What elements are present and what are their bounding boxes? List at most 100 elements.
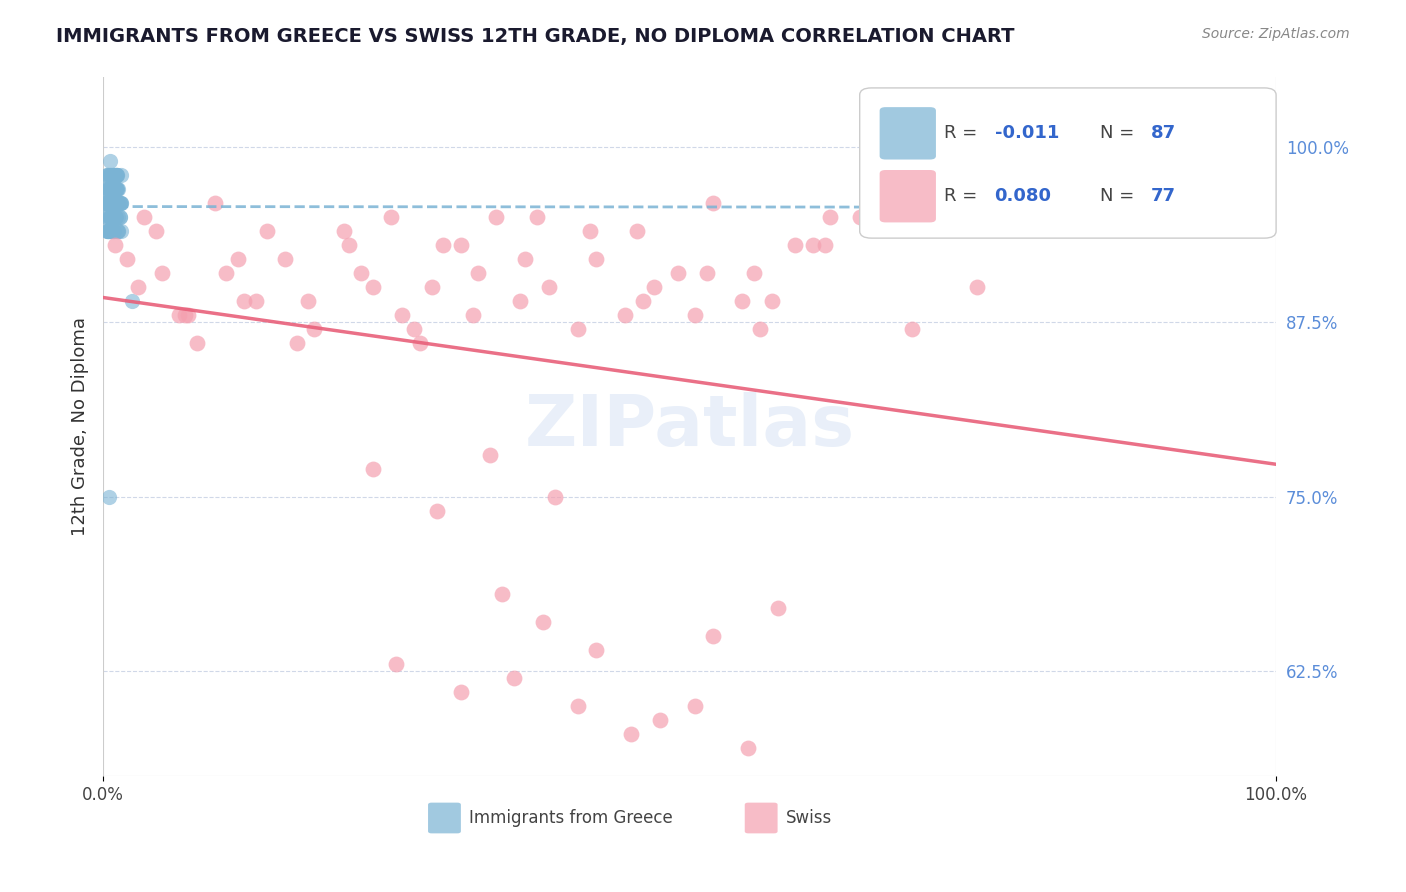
Point — [391, 308, 413, 322]
Point — [105, 168, 128, 182]
Point — [104, 182, 127, 196]
Point — [107, 224, 129, 238]
Point — [97, 224, 120, 238]
Point — [274, 252, 297, 266]
Point — [643, 280, 665, 294]
Point — [94, 210, 117, 224]
Point — [813, 238, 835, 252]
Point — [104, 210, 127, 224]
Point — [105, 210, 128, 224]
Point — [105, 168, 128, 182]
Point — [105, 168, 128, 182]
Point — [385, 657, 408, 672]
Point — [134, 210, 156, 224]
Point — [100, 210, 122, 224]
Point — [232, 293, 254, 308]
Point — [98, 182, 121, 196]
Point — [98, 224, 121, 238]
Point — [737, 741, 759, 756]
Point — [579, 224, 602, 238]
Point — [176, 308, 198, 322]
Point — [848, 210, 870, 224]
Point — [901, 322, 924, 336]
Point — [105, 196, 128, 211]
Point — [502, 671, 524, 685]
Text: ZIPatlas: ZIPatlas — [524, 392, 855, 461]
FancyBboxPatch shape — [427, 803, 461, 833]
Point — [100, 168, 122, 182]
Point — [467, 266, 489, 280]
Point — [107, 182, 129, 196]
Point — [801, 238, 824, 252]
Text: 0.080: 0.080 — [994, 187, 1052, 205]
Point — [350, 266, 373, 280]
Point — [509, 293, 531, 308]
Point — [97, 196, 120, 211]
Point — [101, 196, 124, 211]
FancyBboxPatch shape — [880, 107, 936, 160]
Point — [766, 601, 789, 615]
Point — [332, 224, 354, 238]
Point — [97, 182, 120, 196]
Point — [110, 196, 132, 211]
Point — [479, 448, 502, 462]
Point — [97, 168, 120, 182]
Point — [585, 643, 607, 657]
Point — [94, 182, 117, 196]
Point — [97, 196, 120, 211]
Text: N =: N = — [1099, 124, 1140, 143]
Point — [515, 252, 537, 266]
Point — [450, 238, 472, 252]
Point — [98, 196, 121, 211]
Point — [108, 210, 131, 224]
Point — [104, 182, 127, 196]
Point — [96, 168, 118, 182]
Point — [98, 224, 121, 238]
Point — [285, 335, 308, 350]
Point — [966, 280, 988, 294]
Point — [685, 699, 707, 714]
Point — [105, 182, 128, 196]
Point — [585, 252, 607, 266]
Point — [103, 224, 125, 238]
Point — [402, 322, 425, 336]
Point — [526, 210, 548, 224]
Point — [98, 196, 121, 211]
Point — [420, 280, 443, 294]
Point — [94, 182, 117, 196]
Point — [110, 168, 132, 182]
Point — [537, 280, 560, 294]
Point — [785, 238, 807, 252]
FancyBboxPatch shape — [745, 803, 778, 833]
Point — [820, 210, 842, 224]
Point — [361, 461, 384, 475]
Point — [145, 224, 167, 238]
Point — [491, 587, 513, 601]
Point — [631, 293, 654, 308]
Point — [110, 196, 132, 211]
Point — [620, 727, 643, 741]
Point — [432, 238, 454, 252]
Point — [100, 210, 122, 224]
Point — [96, 196, 118, 211]
Point — [121, 293, 143, 308]
Point — [101, 168, 124, 182]
Text: 87: 87 — [1150, 124, 1175, 143]
Point — [101, 224, 124, 238]
Point — [105, 182, 128, 196]
Point — [108, 210, 131, 224]
Point — [186, 335, 208, 350]
Point — [105, 182, 128, 196]
Point — [103, 168, 125, 182]
Point — [567, 699, 589, 714]
Text: IMMIGRANTS FROM GREECE VS SWISS 12TH GRADE, NO DIPLOMA CORRELATION CHART: IMMIGRANTS FROM GREECE VS SWISS 12TH GRA… — [56, 27, 1015, 45]
Point — [666, 266, 689, 280]
Point — [100, 224, 122, 238]
Text: 77: 77 — [1150, 187, 1175, 205]
Point — [108, 196, 131, 211]
Point — [104, 238, 127, 252]
Text: R =: R = — [945, 124, 983, 143]
Point — [169, 308, 191, 322]
FancyBboxPatch shape — [859, 88, 1277, 238]
Point — [98, 196, 121, 211]
